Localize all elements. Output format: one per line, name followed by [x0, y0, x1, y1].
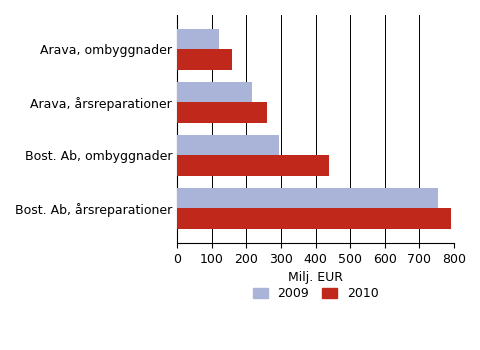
Bar: [177, 135, 278, 155]
Bar: [177, 103, 266, 122]
X-axis label: Milj. EUR: Milj. EUR: [288, 271, 342, 284]
Bar: [177, 82, 251, 103]
Legend: 2009, 2010: 2009, 2010: [247, 282, 383, 305]
Bar: [177, 29, 218, 49]
Bar: [177, 155, 329, 176]
Bar: [177, 188, 437, 209]
Bar: [177, 209, 450, 229]
Bar: [177, 49, 232, 70]
